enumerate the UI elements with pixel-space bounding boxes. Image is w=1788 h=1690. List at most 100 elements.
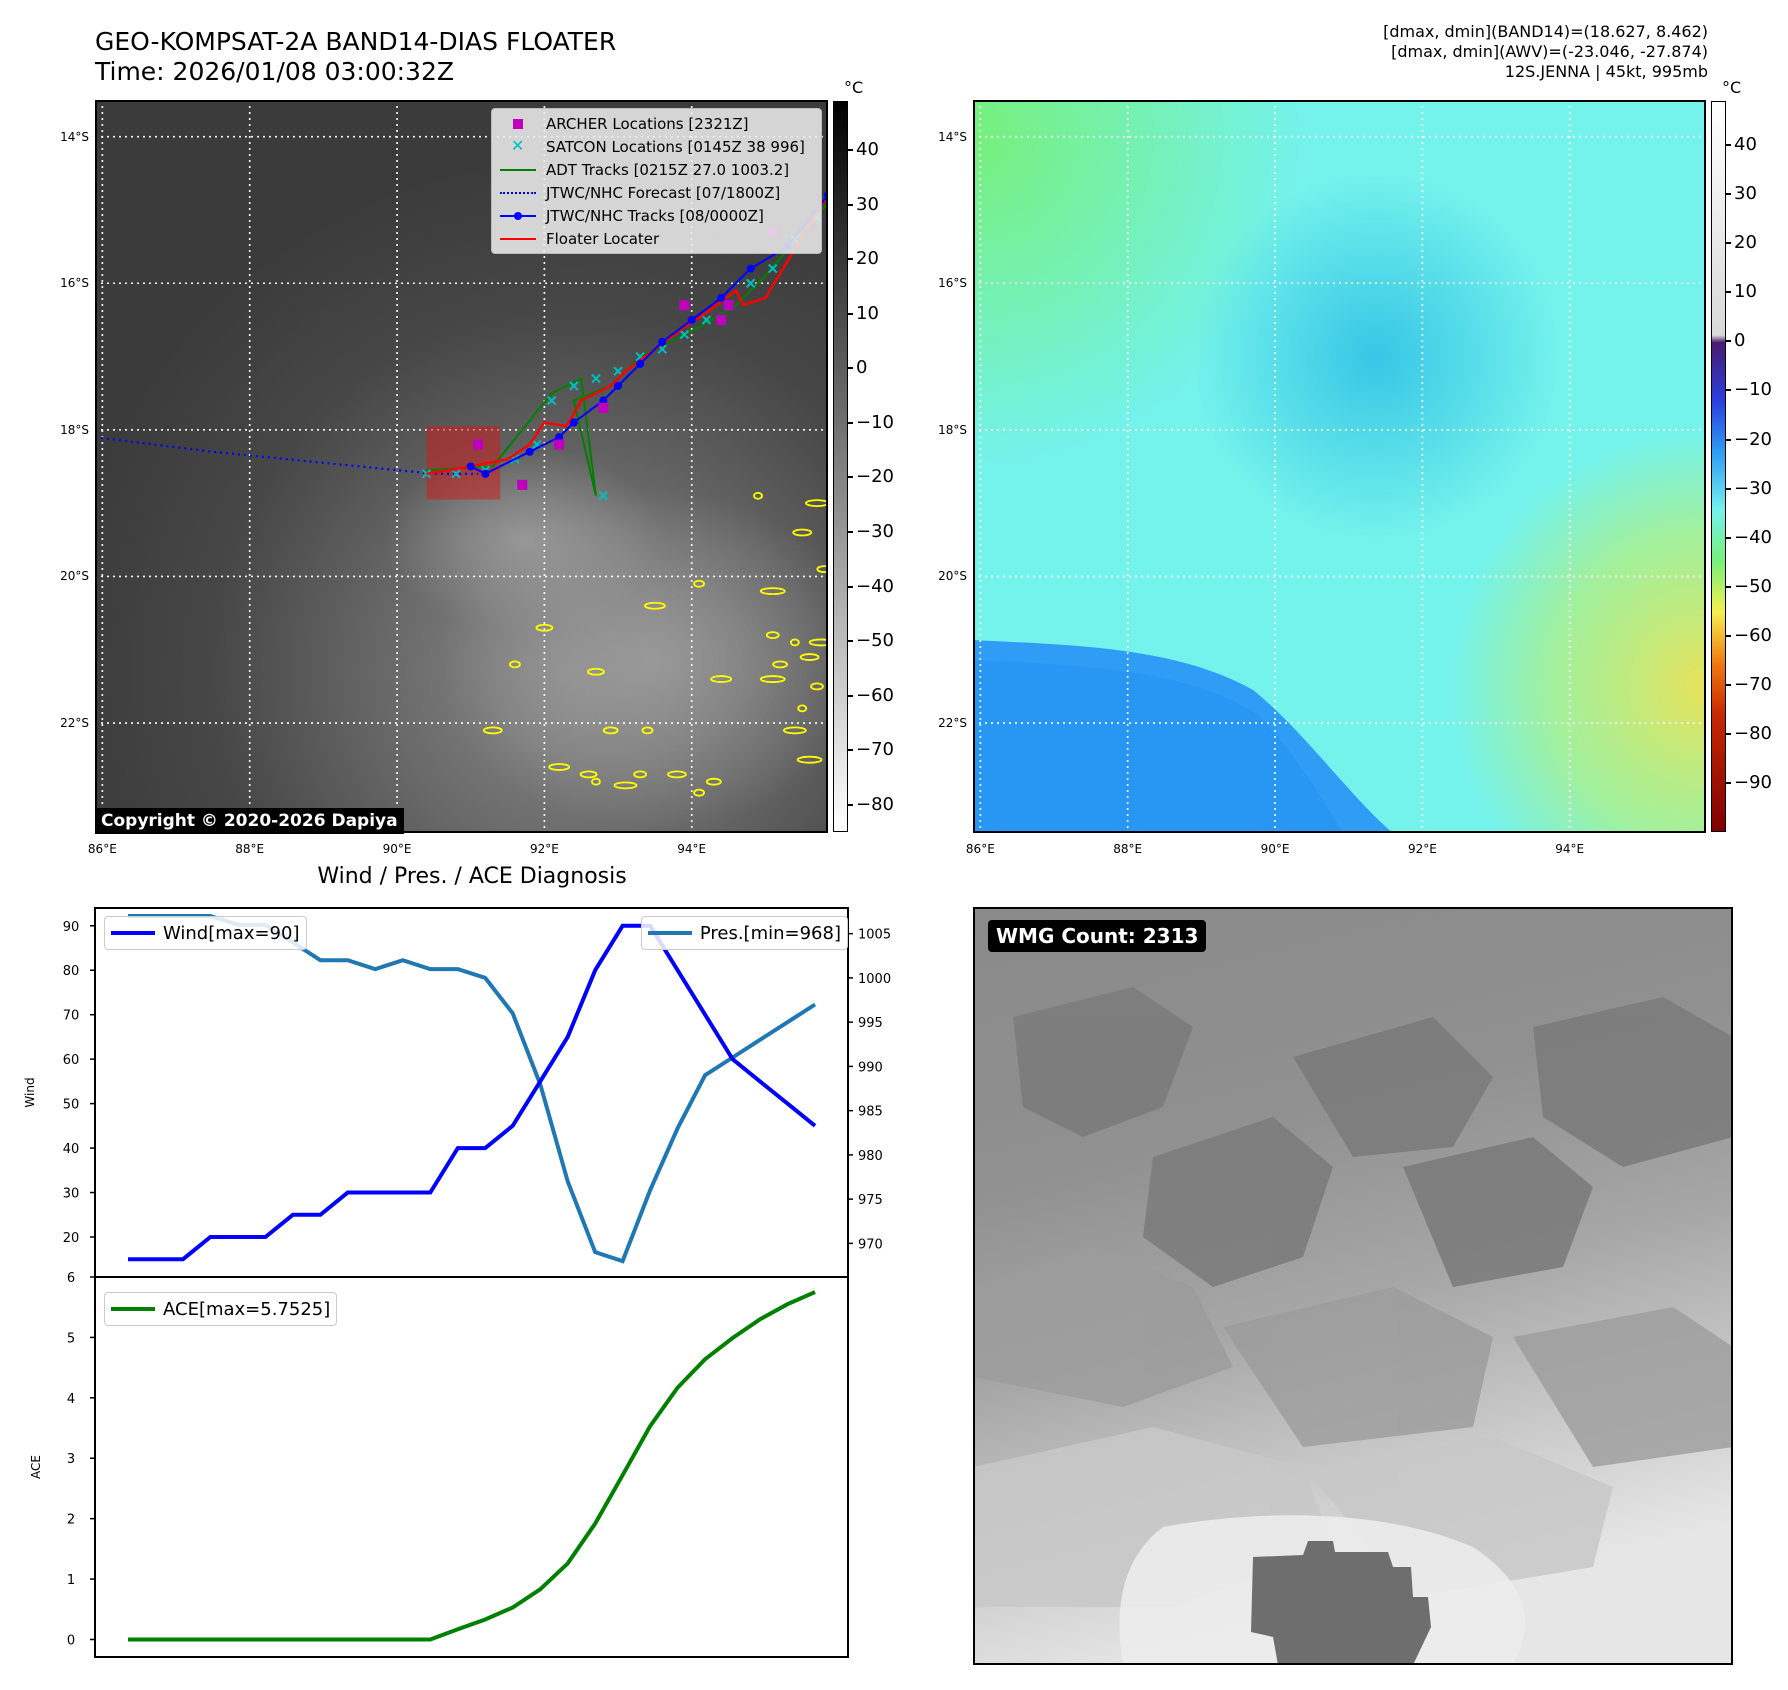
ir-legend-row: JTWC/NHC Forecast [07/1800Z] [498, 184, 780, 202]
jtwc-track-point [599, 396, 608, 405]
cold-cloud-contour [816, 565, 828, 574]
ir-cbar-ticks-tick [848, 803, 853, 806]
ir-lon-label: 90°E [382, 842, 412, 856]
ir-cbar-ticks-tick [848, 421, 853, 424]
satcon-marker [701, 315, 712, 325]
ace-series-line [128, 1290, 816, 1642]
wind-legend: Wind[max=90] [104, 916, 307, 950]
archer-marker [716, 314, 727, 325]
awv-cbar-ticks-tick [1726, 242, 1731, 245]
cold-cloud-contour [587, 667, 605, 676]
diagnosis-chart: 2030405060708090970975980985990995100010… [23, 907, 891, 1658]
cold-cloud-contour [591, 777, 601, 786]
cold-cloud-contour [633, 770, 648, 779]
wind-ytick-label: 40 [63, 1142, 80, 1157]
wind-axes-frame [94, 907, 849, 1278]
awv-cbar-ticks-tick [1726, 683, 1731, 686]
awv-cbar-ticks-tick [1726, 340, 1731, 343]
ir-lon-label: 94°E [677, 842, 707, 856]
ir-cbar-ticks-label: 20 [856, 248, 879, 270]
pressure-legend-swatch [647, 931, 692, 935]
ace-ytick-label: 4 [67, 1392, 75, 1407]
ace-axes-frame [94, 1276, 849, 1658]
ir-cbar-ticks-label: −10 [856, 411, 894, 433]
jtwc-track-point [717, 293, 726, 302]
wind-ytick-label: 20 [63, 1231, 80, 1246]
awv-map-panel [973, 100, 1706, 833]
ir-cbar-ticks-tick [848, 585, 853, 588]
cold-cloud-contour [796, 755, 823, 764]
chart-title: GEO-KOMPSAT-2A BAND14-DIAS FLOATER [95, 27, 617, 56]
ir-legend-swatch: ✕ [511, 136, 525, 155]
ir-cbar-ticks-label: −80 [856, 793, 894, 815]
awv-colorbar [1711, 101, 1726, 832]
ir-cbar-ticks-label: −30 [856, 520, 894, 542]
satcon-marker [569, 381, 579, 391]
ace-ytick-label: 6 [67, 1271, 75, 1286]
awv-lon-label: 90°E [1260, 842, 1290, 856]
cold-cloud-contour [759, 675, 786, 683]
diagnosis-title: Wind / Pres. / ACE Diagnosis [317, 864, 627, 889]
jtwc-forecast-track [95, 436, 479, 475]
satcon-marker [591, 373, 601, 384]
cold-cloud-contour [759, 587, 786, 596]
ir-cbar-ticks-tick [848, 367, 853, 370]
pressure-legend-label: Pres.[min=968] [699, 922, 841, 944]
pressure-ytick-label: 1005 [858, 928, 891, 943]
ir-legend-row: ARCHER Locations [2321Z] [498, 115, 749, 133]
awv-lon-label: 86°E [965, 842, 995, 856]
cold-cloud-contour [509, 660, 521, 669]
info-band14-range: [dmax, dmin](BAND14)=(18.627, 8.462) [1383, 22, 1708, 41]
archer-marker [554, 439, 565, 450]
wind-ytick-label: 80 [63, 964, 80, 979]
pressure-ytick-label: 1000 [858, 972, 891, 987]
pressure-ytick-label: 980 [858, 1149, 883, 1164]
ir-colorbar-unit: °C [844, 78, 864, 97]
awv-cbar-ticks-label: 0 [1734, 330, 1746, 352]
pressure-ytick-label: 985 [858, 1105, 883, 1120]
pressure-ytick-label: 970 [858, 1237, 883, 1252]
ace-legend-swatch [111, 1307, 155, 1311]
chart-time: Time: 2026/01/08 03:00:32Z [95, 57, 454, 86]
ace-legend-label: ACE[max=5.7525] [163, 1298, 331, 1320]
ir-cbar-ticks-label: 10 [856, 302, 879, 324]
info-storm: 12S.JENNA | 45kt, 995mb [1504, 62, 1708, 81]
awv-cbar-ticks-label: −20 [1734, 428, 1772, 450]
cold-cloud-contour [789, 638, 800, 647]
awv-cbar-ticks-tick [1726, 585, 1731, 588]
wmg-dark-patch [1251, 1541, 1431, 1665]
awv-lat-label: 14°S [938, 129, 967, 144]
cold-cloud-contour [693, 788, 705, 797]
awv-cbar-ticks-tick [1726, 536, 1731, 539]
jtwc-track-point [466, 462, 475, 471]
jtwc-track-point [481, 469, 490, 478]
ir-legend-label: SATCON Locations [0145Z 38 996] [546, 138, 805, 156]
awv-lon-label: 88°E [1113, 842, 1143, 856]
ir-colorbar [833, 101, 848, 832]
ir-lat-label: 18°S [60, 422, 89, 437]
jtwc-track-point [569, 418, 578, 427]
pressure-ytick-label: 995 [858, 1016, 883, 1031]
ir-lon-label: 86°E [87, 842, 117, 856]
cold-cloud-contour [797, 704, 808, 713]
ir-cbar-ticks-label: 0 [856, 357, 868, 379]
pressure-ytick-label: 975 [858, 1193, 883, 1208]
cold-cloud-contour [579, 770, 598, 779]
jtwc-track-point [687, 315, 696, 324]
cold-cloud-contour [602, 726, 619, 735]
ir-legend-swatch [498, 117, 538, 131]
jtwc-track-point [658, 337, 667, 346]
ir-cbar-ticks-label: 40 [856, 139, 879, 161]
ir-legend-row: ✕ SATCON Locations [0145Z 38 996] [498, 136, 805, 156]
wind-ylabel: Wind [23, 1077, 37, 1107]
awv-cbar-ticks-label: 40 [1734, 134, 1757, 156]
ir-cbar-ticks-tick [848, 476, 853, 479]
awv-lat-label: 22°S [938, 716, 967, 731]
awv-lat-label: 16°S [938, 276, 967, 291]
awv-colorbar-unit: °C [1722, 78, 1742, 97]
cold-cloud-contour [548, 763, 571, 771]
ir-legend-swatch [498, 186, 538, 200]
pressure-series-line [128, 914, 817, 1264]
cold-cloud-contour [792, 528, 813, 537]
ir-legend-row: JTWC/NHC Tracks [08/0000Z] [498, 207, 764, 225]
